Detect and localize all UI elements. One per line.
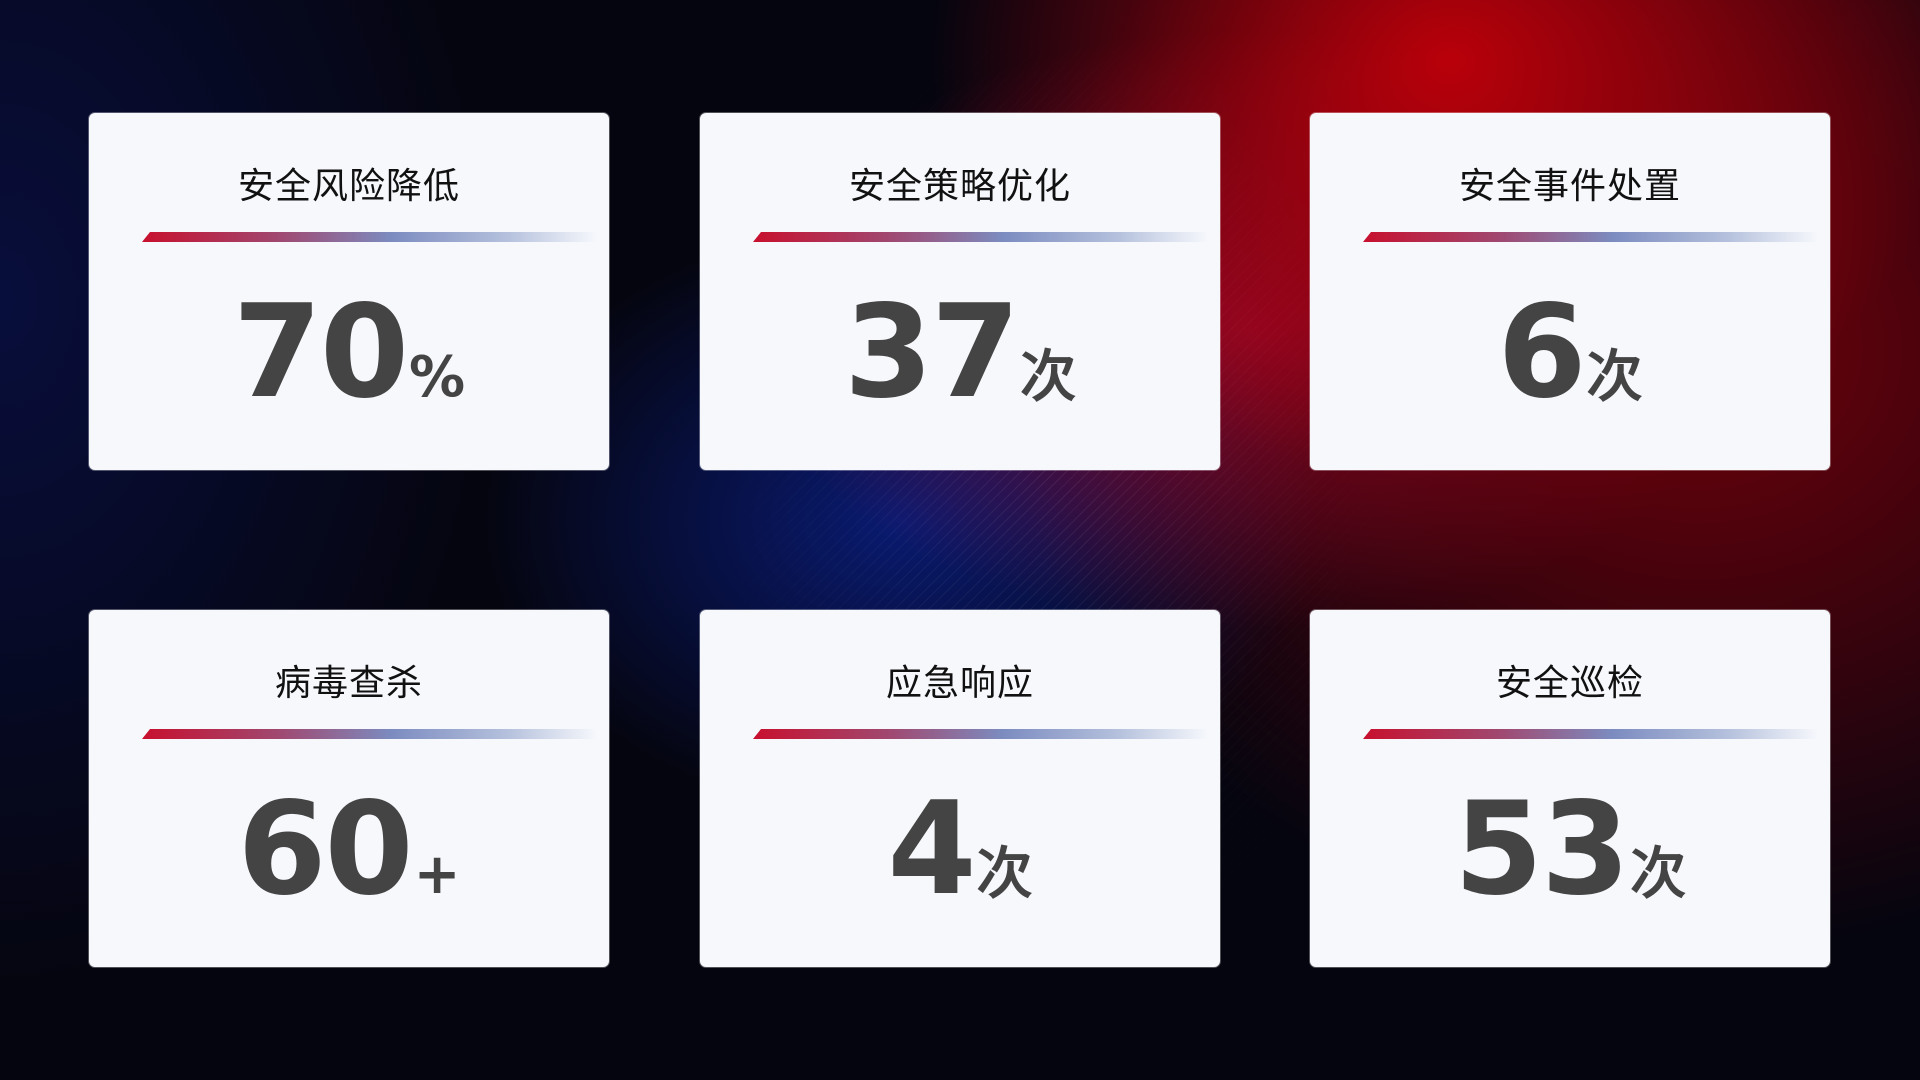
stat-value-group: 37次 xyxy=(700,278,1220,427)
stat-value-group: 70% xyxy=(89,278,609,427)
stat-title: 安全事件处置 xyxy=(1458,166,1681,207)
stat-unit: 次 xyxy=(1630,842,1687,907)
stat-title: 应急响应 xyxy=(885,663,1034,704)
stat-unit: % xyxy=(409,345,466,410)
stat-value: 60 xyxy=(237,775,413,924)
stat-unit: + xyxy=(413,842,461,907)
title-underline-gradient xyxy=(753,729,1208,739)
stat-title: 安全策略优化 xyxy=(848,166,1071,207)
stat-value-group: 4次 xyxy=(700,775,1220,924)
title-underline-gradient xyxy=(142,729,597,739)
stat-title: 病毒查杀 xyxy=(274,663,423,704)
stat-card: 应急响应 4次 xyxy=(700,610,1220,967)
stat-card: 病毒查杀 60+ xyxy=(89,610,609,967)
stat-card: 安全策略优化 37次 xyxy=(700,113,1220,470)
stat-unit: 次 xyxy=(1020,345,1077,410)
stat-value: 6 xyxy=(1497,278,1586,427)
title-underline-gradient xyxy=(753,232,1208,242)
stat-card: 安全事件处置 6次 xyxy=(1310,113,1830,470)
stat-card: 安全巡检 53次 xyxy=(1310,610,1830,967)
stat-value-group: 60+ xyxy=(89,775,609,924)
stat-unit: 次 xyxy=(976,842,1033,907)
stat-title: 安全巡检 xyxy=(1495,663,1644,704)
title-underline-gradient xyxy=(1363,729,1818,739)
stat-title: 安全风险降低 xyxy=(237,166,460,207)
title-underline-gradient xyxy=(142,232,597,242)
stat-value: 70 xyxy=(232,278,409,427)
stat-value-group: 6次 xyxy=(1310,278,1830,427)
stat-value-group: 53次 xyxy=(1310,775,1830,924)
stat-value: 53 xyxy=(1453,775,1630,924)
title-underline-gradient xyxy=(1363,232,1818,242)
stat-card: 安全风险降低 70% xyxy=(89,113,609,470)
stat-unit: 次 xyxy=(1586,345,1643,410)
stat-value: 37 xyxy=(843,278,1020,427)
stat-value: 4 xyxy=(887,775,976,924)
